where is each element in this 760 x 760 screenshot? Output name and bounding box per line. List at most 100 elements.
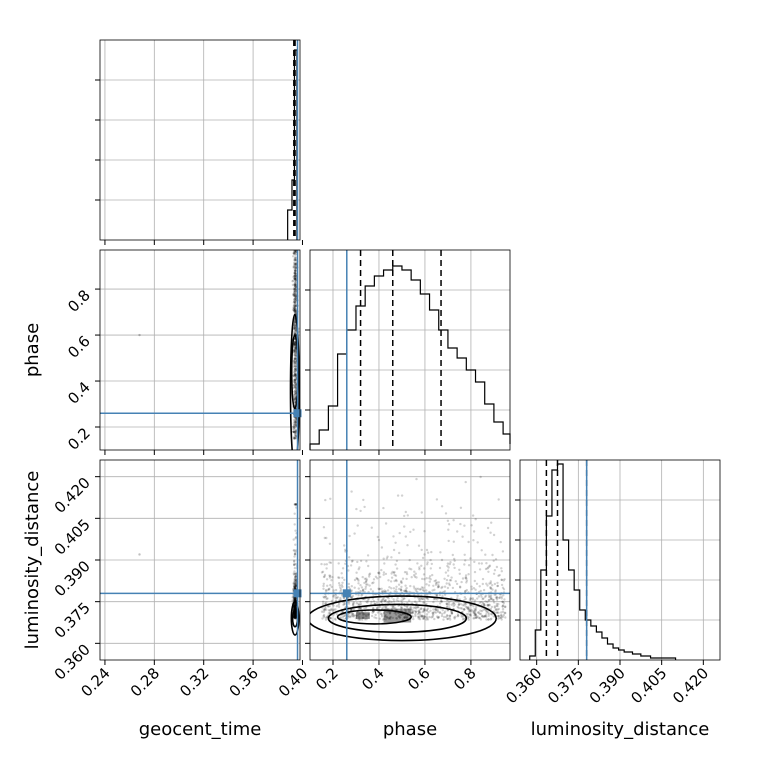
- sample-point: [294, 615, 297, 619]
- sample-point: [403, 571, 407, 574]
- sample-point: [331, 576, 334, 579]
- sample-point: [494, 609, 497, 612]
- sample-point: [294, 417, 297, 420]
- sample-point: [395, 616, 398, 620]
- sample-point: [294, 616, 297, 619]
- sample-point: [294, 348, 297, 351]
- sample-point: [417, 615, 420, 618]
- sample-point: [292, 395, 296, 398]
- sample-point: [293, 612, 297, 616]
- sample-point: [411, 611, 414, 615]
- sample-point: [294, 375, 298, 378]
- sample-point: [322, 595, 325, 599]
- sample-point: [436, 616, 440, 619]
- sample-point: [347, 614, 350, 617]
- sample-point: [398, 616, 402, 619]
- sample-point: [361, 611, 364, 615]
- sample-point: [350, 490, 353, 493]
- sample-point: [293, 307, 296, 310]
- sample-point: [417, 617, 420, 620]
- sample-point: [294, 283, 297, 287]
- sample-point: [294, 312, 298, 315]
- sample-point: [380, 568, 383, 572]
- sample-point: [389, 611, 392, 615]
- sample-point: [294, 277, 297, 280]
- sample-point: [420, 548, 423, 552]
- sample-point: [294, 385, 297, 389]
- sample-point: [293, 599, 297, 602]
- sample-point: [293, 599, 297, 602]
- sample-point: [413, 570, 416, 573]
- sample-point: [382, 557, 385, 560]
- sample-point: [291, 283, 295, 287]
- sample-point: [293, 290, 296, 294]
- sample-point: [473, 610, 476, 613]
- sample-point: [395, 599, 398, 602]
- sample-point: [294, 310, 297, 314]
- sample-point: [462, 617, 465, 620]
- axis-labels-layer: geocent_time phase luminosity_distance p…: [22, 323, 709, 740]
- sample-point: [293, 320, 297, 324]
- sample-point: [442, 615, 446, 619]
- sample-point: [498, 616, 501, 620]
- sample-point: [293, 598, 296, 601]
- sample-point: [294, 283, 297, 287]
- sample-point: [434, 579, 438, 582]
- sample-point: [456, 597, 459, 600]
- sample-point: [294, 604, 297, 607]
- sample-point: [377, 587, 380, 590]
- sample-point: [292, 597, 296, 600]
- sample-point: [293, 423, 297, 426]
- sample-point: [480, 549, 483, 552]
- sample-point: [293, 359, 296, 362]
- sample-point: [413, 606, 417, 609]
- sample-point: [321, 570, 325, 573]
- sample-point: [487, 614, 490, 617]
- sample-point: [384, 590, 388, 593]
- sample-point: [293, 371, 296, 374]
- sample-point: [413, 587, 416, 590]
- sample-point: [365, 618, 368, 621]
- sample-point: [294, 276, 298, 279]
- density-contour: [290, 600, 300, 636]
- sample-point: [493, 582, 497, 586]
- sample-point: [425, 618, 428, 621]
- sample-point: [374, 575, 378, 578]
- sample-point: [400, 609, 403, 612]
- sample-point: [337, 603, 340, 607]
- sample-point: [294, 367, 297, 370]
- sample-point: [420, 597, 423, 601]
- sample-point: [294, 430, 297, 434]
- histogram-phase: [309, 265, 511, 450]
- sample-point: [484, 595, 487, 599]
- sample-point: [323, 573, 327, 577]
- sample-point: [480, 609, 484, 613]
- sample-point: [497, 617, 500, 620]
- sample-point: [292, 436, 296, 439]
- panel-frame: [99, 249, 301, 451]
- sample-point: [294, 274, 297, 278]
- sample-point: [291, 308, 295, 311]
- sample-point: [344, 548, 347, 551]
- sample-point: [472, 539, 475, 542]
- sample-point: [418, 566, 421, 569]
- sample-point: [406, 615, 409, 619]
- sample-point: [328, 587, 331, 590]
- sample-point: [372, 581, 375, 584]
- sample-point: [325, 578, 329, 581]
- sample-point: [380, 600, 383, 603]
- sample-point: [479, 609, 482, 612]
- sample-point: [498, 596, 502, 599]
- sample-point: [293, 282, 296, 286]
- sample-point: [503, 578, 506, 581]
- sample-point: [473, 607, 476, 611]
- sample-point: [294, 373, 297, 376]
- sample-point: [497, 498, 500, 501]
- sample-point: [343, 578, 346, 582]
- scatter-group: [138, 503, 300, 636]
- sample-point: [469, 603, 472, 607]
- sample-point: [334, 618, 337, 621]
- sample-point: [294, 385, 297, 388]
- sample-point: [465, 579, 469, 582]
- sample-point: [431, 573, 434, 577]
